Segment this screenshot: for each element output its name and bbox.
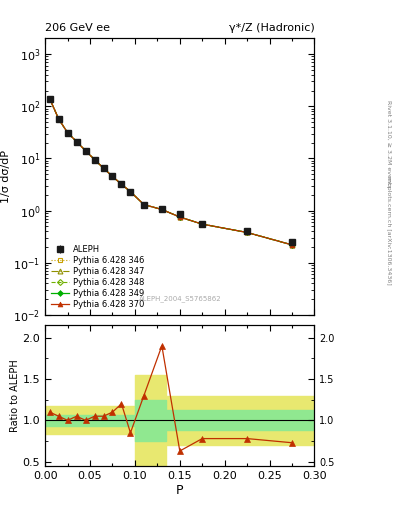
Pythia 6.428 346 — [47, 96, 52, 102]
Pythia 6.428 349 — [110, 174, 115, 180]
Pythia 6.428 370 — [56, 116, 61, 122]
Pythia 6.428 346 — [290, 242, 294, 248]
Pythia 6.428 348 — [56, 116, 61, 122]
Pythia 6.428 370 — [290, 242, 294, 248]
Text: ALEPH_2004_S5765862: ALEPH_2004_S5765862 — [138, 295, 221, 302]
Pythia 6.428 349 — [65, 130, 70, 136]
Pythia 6.428 348 — [160, 206, 164, 212]
Pythia 6.428 347 — [178, 214, 182, 220]
Pythia 6.428 349 — [47, 96, 52, 102]
Pythia 6.428 348 — [83, 148, 88, 154]
Pythia 6.428 349 — [101, 165, 106, 171]
Pythia 6.428 349 — [290, 242, 294, 248]
Legend: ALEPH, Pythia 6.428 346, Pythia 6.428 347, Pythia 6.428 348, Pythia 6.428 349, P: ALEPH, Pythia 6.428 346, Pythia 6.428 34… — [50, 243, 146, 311]
Pythia 6.428 370 — [119, 181, 124, 187]
Pythia 6.428 347 — [245, 229, 250, 236]
Pythia 6.428 370 — [47, 96, 52, 102]
Pythia 6.428 346 — [178, 214, 182, 220]
Pythia 6.428 348 — [141, 202, 146, 208]
Pythia 6.428 348 — [178, 214, 182, 220]
Pythia 6.428 347 — [119, 181, 124, 187]
Pythia 6.428 370 — [245, 229, 250, 236]
Pythia 6.428 348 — [92, 157, 97, 163]
Pythia 6.428 349 — [74, 139, 79, 145]
Pythia 6.428 346 — [65, 130, 70, 136]
Pythia 6.428 347 — [200, 221, 205, 227]
Pythia 6.428 347 — [141, 202, 146, 208]
Pythia 6.428 348 — [47, 96, 52, 102]
Pythia 6.428 346 — [56, 116, 61, 122]
Pythia 6.428 346 — [83, 148, 88, 154]
Pythia 6.428 346 — [101, 165, 106, 171]
Pythia 6.428 349 — [178, 214, 182, 220]
Pythia 6.428 349 — [83, 148, 88, 154]
Pythia 6.428 349 — [92, 157, 97, 163]
Pythia 6.428 349 — [128, 188, 133, 195]
Text: 206 GeV ee: 206 GeV ee — [45, 23, 110, 33]
Pythia 6.428 349 — [200, 221, 205, 227]
Pythia 6.428 347 — [290, 242, 294, 248]
Line: Pythia 6.428 370: Pythia 6.428 370 — [47, 96, 294, 247]
Pythia 6.428 370 — [160, 206, 164, 212]
Pythia 6.428 346 — [128, 188, 133, 195]
Pythia 6.428 347 — [47, 96, 52, 102]
Line: Pythia 6.428 346: Pythia 6.428 346 — [47, 96, 294, 247]
Pythia 6.428 347 — [92, 157, 97, 163]
Pythia 6.428 346 — [92, 157, 97, 163]
Pythia 6.428 348 — [74, 139, 79, 145]
Pythia 6.428 348 — [245, 229, 250, 236]
Pythia 6.428 370 — [65, 130, 70, 136]
Y-axis label: 1/σ dσ/dP: 1/σ dσ/dP — [0, 150, 11, 203]
Line: Pythia 6.428 347: Pythia 6.428 347 — [47, 96, 294, 247]
Pythia 6.428 346 — [74, 139, 79, 145]
Pythia 6.428 348 — [128, 188, 133, 195]
Pythia 6.428 347 — [128, 188, 133, 195]
Pythia 6.428 348 — [290, 242, 294, 248]
Text: mcplots.cern.ch [arXiv:1306.3436]: mcplots.cern.ch [arXiv:1306.3436] — [386, 176, 391, 285]
Pythia 6.428 347 — [56, 116, 61, 122]
Pythia 6.428 347 — [65, 130, 70, 136]
Pythia 6.428 349 — [245, 229, 250, 236]
Line: Pythia 6.428 349: Pythia 6.428 349 — [48, 97, 294, 247]
Pythia 6.428 346 — [110, 174, 115, 180]
Pythia 6.428 348 — [101, 165, 106, 171]
Pythia 6.428 346 — [160, 206, 164, 212]
Pythia 6.428 348 — [110, 174, 115, 180]
Y-axis label: Ratio to ALEPH: Ratio to ALEPH — [10, 359, 20, 432]
Pythia 6.428 349 — [56, 116, 61, 122]
Pythia 6.428 346 — [119, 181, 124, 187]
Pythia 6.428 347 — [74, 139, 79, 145]
Pythia 6.428 347 — [160, 206, 164, 212]
Text: Rivet 3.1.10, ≥ 3.2M events: Rivet 3.1.10, ≥ 3.2M events — [386, 99, 391, 187]
Pythia 6.428 370 — [92, 157, 97, 163]
Pythia 6.428 346 — [200, 221, 205, 227]
Pythia 6.428 370 — [83, 148, 88, 154]
Pythia 6.428 347 — [110, 174, 115, 180]
Pythia 6.428 349 — [119, 181, 124, 187]
Pythia 6.428 346 — [245, 229, 250, 236]
Pythia 6.428 349 — [160, 206, 164, 212]
Pythia 6.428 370 — [110, 174, 115, 180]
Pythia 6.428 370 — [101, 165, 106, 171]
Pythia 6.428 348 — [200, 221, 205, 227]
Pythia 6.428 370 — [200, 221, 205, 227]
Pythia 6.428 349 — [141, 202, 146, 208]
Pythia 6.428 370 — [128, 188, 133, 195]
Pythia 6.428 346 — [141, 202, 146, 208]
Text: γ*/Z (Hadronic): γ*/Z (Hadronic) — [229, 23, 314, 33]
Line: Pythia 6.428 348: Pythia 6.428 348 — [48, 97, 294, 247]
Pythia 6.428 347 — [101, 165, 106, 171]
Pythia 6.428 370 — [141, 202, 146, 208]
Pythia 6.428 348 — [65, 130, 70, 136]
Pythia 6.428 370 — [74, 139, 79, 145]
Pythia 6.428 370 — [178, 214, 182, 220]
X-axis label: P: P — [176, 483, 184, 497]
Pythia 6.428 348 — [119, 181, 124, 187]
Pythia 6.428 347 — [83, 148, 88, 154]
